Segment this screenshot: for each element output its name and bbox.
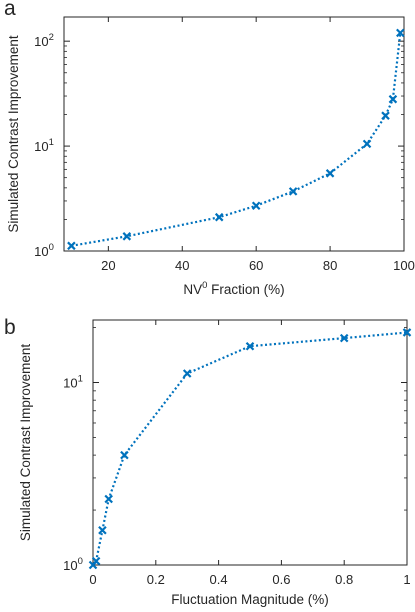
y-tick-label: 101 [63, 373, 83, 390]
data-point-marker [67, 241, 76, 251]
data-point-marker [214, 212, 224, 222]
data-point-marker [245, 341, 255, 351]
x-tick-label: 0.6 [272, 572, 290, 587]
axes-box [63, 16, 405, 252]
x-axis-label-base: NV [183, 282, 202, 297]
y-axis-label: Simulated Contrast Improvement [18, 344, 33, 542]
y-tick-label: 100 [34, 242, 54, 259]
data-point-marker [402, 328, 412, 337]
panel-letter: b [4, 316, 16, 339]
data-point-marker [104, 494, 113, 504]
data-point-marker [288, 187, 298, 196]
y-tick-base: 10 [34, 139, 48, 154]
y-tick-exponent: 1 [49, 137, 54, 148]
data-point-marker [122, 232, 132, 241]
x-tick-label: 80 [323, 258, 337, 273]
x-tick-label: 20 [101, 258, 115, 273]
data-point-marker [98, 525, 107, 535]
x-tick-label: 0 [89, 572, 96, 587]
x-axis-label-rest: Fraction (%) [207, 282, 284, 297]
y-tick-base: 10 [34, 34, 48, 49]
x-axis-label-superscript: 0 [202, 280, 207, 291]
data-point-marker [396, 28, 405, 38]
y-tick-exponent: 1 [78, 373, 83, 384]
y-tick-base: 10 [63, 375, 77, 390]
y-tick-label: 101 [34, 137, 54, 154]
series-line [92, 331, 408, 566]
series-line [71, 32, 402, 247]
y-tick-label: 102 [34, 32, 54, 49]
x-axis-label: NV0 Fraction (%) [183, 280, 284, 297]
data-point-marker [381, 111, 390, 120]
x-tick-label: 0.2 [147, 572, 165, 587]
x-axis-label: Fluctuation Magnitude (%) [171, 592, 329, 607]
y-tick-base: 10 [34, 244, 48, 259]
x-tick-label: 0.4 [210, 572, 228, 587]
y-axis-label: Simulated Contrast Improvement [6, 35, 21, 233]
y-tick-exponent: 2 [49, 32, 54, 43]
data-point-marker [339, 333, 349, 343]
data-point-marker [182, 369, 192, 378]
x-tick-label: 40 [175, 258, 189, 273]
y-tick-exponent: 0 [49, 242, 54, 253]
axes-box [92, 319, 408, 566]
data-point-marker [91, 556, 101, 566]
y-tick-base: 10 [63, 558, 77, 573]
data-point-marker [120, 450, 129, 460]
x-tick-label: 0.8 [335, 572, 353, 587]
data-point-marker [388, 94, 398, 104]
x-tick-label: 1 [403, 572, 410, 587]
y-tick-exponent: 0 [78, 556, 83, 567]
panel-letter: a [4, 0, 16, 20]
x-tick-label: 100 [393, 258, 415, 273]
data-point-marker [325, 169, 335, 178]
data-point-marker [251, 201, 261, 211]
y-tick-label: 100 [63, 556, 83, 573]
data-point-marker [362, 139, 372, 149]
x-tick-label: 60 [249, 258, 263, 273]
